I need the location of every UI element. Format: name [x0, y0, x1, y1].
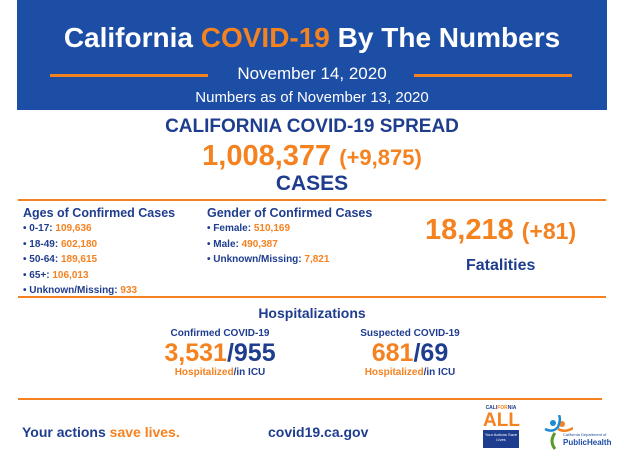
as-of-date: Numbers as of November 13, 2020 — [195, 89, 429, 106]
divider — [50, 74, 208, 77]
fatalities-label: Fatalities — [466, 257, 536, 274]
header-banner — [17, 0, 607, 110]
list-item: • 0-17: 109,636 — [23, 223, 92, 234]
hospitalizations-heading: Hospitalizations — [258, 305, 366, 321]
list-item: • 50-64: 189,615 — [23, 254, 98, 265]
cdph-logo: California Department of PublicHealth — [543, 414, 611, 456]
ages-heading: Ages of Confirmed Cases — [23, 206, 176, 220]
list-item: • 65+: 106,013 — [23, 269, 89, 281]
slogan: Your actions save lives. — [22, 424, 180, 440]
list-item: • 18-49: 602,180 — [23, 238, 98, 250]
divider — [414, 74, 572, 77]
list-item: • Unknown/Missing: 7,821 — [207, 254, 330, 265]
gender-section: Gender of Confirmed Cases • Female: 510,… — [207, 206, 372, 268]
cases-total: 1,008,377 (+9,875) — [202, 140, 422, 172]
list-item: • Unknown/Missing: 933 — [23, 285, 138, 296]
suspected-hospitalized: Suspected COVID-19 681/69 Hospitalized/i… — [360, 328, 460, 378]
divider — [18, 398, 602, 400]
divider — [18, 199, 606, 201]
cases-label: CASES — [275, 172, 349, 195]
page-title: California COVID-19 By The Numbers — [63, 22, 561, 53]
list-item: • Male: 490,387 — [207, 238, 278, 250]
ages-section: Ages of Confirmed Cases • 0-17: 109,636 •… — [23, 206, 175, 299]
divider — [18, 296, 606, 298]
report-date: November 14, 2020 — [237, 64, 387, 83]
fatalities-count: 18,218 (+81) — [425, 214, 577, 246]
website-link[interactable]: covid19.ca.gov — [268, 424, 369, 440]
confirmed-hospitalized: Confirmed COVID-19 3,531/955 Hospitalize… — [164, 328, 276, 378]
list-item: • Female: 510,169 — [207, 223, 291, 234]
gender-heading: Gender of Confirmed Cases — [207, 206, 373, 220]
spread-heading: CALIFORNIA COVID-19 SPREAD — [165, 116, 459, 137]
california-all-logo: CALIFORNIA ALL Your Actions Save Lives — [483, 405, 520, 448]
